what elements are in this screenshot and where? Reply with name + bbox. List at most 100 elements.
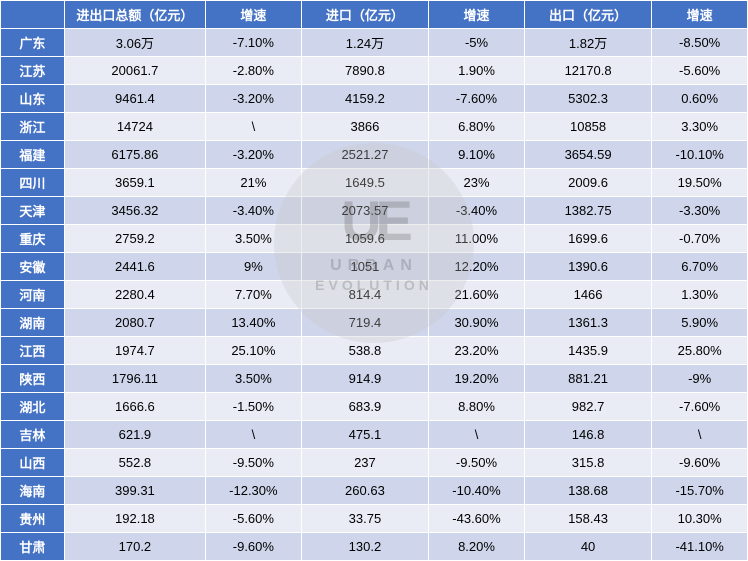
data-cell: -9.60% [206, 533, 302, 561]
data-cell: -5.60% [206, 505, 302, 533]
data-cell: 158.43 [524, 505, 652, 533]
table-row: 湖北1666.6-1.50%683.98.80%982.7-7.60% [1, 393, 748, 421]
data-cell: 21.60% [429, 281, 525, 309]
data-cell: -5% [429, 29, 525, 57]
data-cell: -3.40% [206, 197, 302, 225]
province-cell: 陕西 [1, 365, 65, 393]
data-cell: 1.30% [652, 281, 748, 309]
data-cell: 2441.6 [64, 253, 205, 281]
column-header: 增速 [429, 1, 525, 29]
province-cell: 河南 [1, 281, 65, 309]
data-cell: -9.50% [206, 449, 302, 477]
data-cell: 881.21 [524, 365, 652, 393]
province-cell: 贵州 [1, 505, 65, 533]
table-row: 山东9461.4-3.20%4159.2-7.60%5302.30.60% [1, 85, 748, 113]
data-cell: 14724 [64, 113, 205, 141]
table-body: 广东3.06万-7.10%1.24万-5%1.82万-8.50%江苏20061.… [1, 29, 748, 561]
data-cell: 8.80% [429, 393, 525, 421]
data-cell: 4159.2 [301, 85, 429, 113]
data-cell: 138.68 [524, 477, 652, 505]
data-cell: 1796.11 [64, 365, 205, 393]
data-cell: 1666.6 [64, 393, 205, 421]
data-cell: 2073.57 [301, 197, 429, 225]
data-cell: 5302.3 [524, 85, 652, 113]
province-cell: 浙江 [1, 113, 65, 141]
data-cell: -3.20% [206, 85, 302, 113]
data-cell: 1649.5 [301, 169, 429, 197]
data-cell: 2280.4 [64, 281, 205, 309]
data-cell: 552.8 [64, 449, 205, 477]
data-cell: 6.70% [652, 253, 748, 281]
data-cell: -3.40% [429, 197, 525, 225]
data-cell: 2080.7 [64, 309, 205, 337]
table-row: 江苏20061.7-2.80%7890.81.90%12170.8-5.60% [1, 57, 748, 85]
data-cell: 1435.9 [524, 337, 652, 365]
table-row: 贵州192.18-5.60%33.75-43.60%158.4310.30% [1, 505, 748, 533]
data-cell: -2.80% [206, 57, 302, 85]
province-cell: 江西 [1, 337, 65, 365]
table-row: 湖南2080.713.40%719.430.90%1361.35.90% [1, 309, 748, 337]
province-cell: 福建 [1, 141, 65, 169]
data-cell: 7.70% [206, 281, 302, 309]
data-cell: 8.20% [429, 533, 525, 561]
data-cell: -3.30% [652, 197, 748, 225]
data-cell: 3654.59 [524, 141, 652, 169]
province-cell: 广东 [1, 29, 65, 57]
data-cell: 23.20% [429, 337, 525, 365]
data-cell: 130.2 [301, 533, 429, 561]
province-cell: 湖北 [1, 393, 65, 421]
table-row: 陕西1796.113.50%914.919.20%881.21-9% [1, 365, 748, 393]
table-row: 河南2280.47.70%814.421.60%14661.30% [1, 281, 748, 309]
data-cell: 683.9 [301, 393, 429, 421]
data-cell: 20061.7 [64, 57, 205, 85]
data-cell: 6175.86 [64, 141, 205, 169]
data-cell: 192.18 [64, 505, 205, 533]
column-header: 增速 [652, 1, 748, 29]
table-row: 广东3.06万-7.10%1.24万-5%1.82万-8.50% [1, 29, 748, 57]
data-cell: 719.4 [301, 309, 429, 337]
data-cell: 1390.6 [524, 253, 652, 281]
data-cell: 40 [524, 533, 652, 561]
table-row: 吉林621.9\475.1\146.8\ [1, 421, 748, 449]
data-cell: 475.1 [301, 421, 429, 449]
data-cell: -0.70% [652, 225, 748, 253]
data-cell: 1.82万 [524, 29, 652, 57]
data-cell: -9.50% [429, 449, 525, 477]
data-cell: \ [429, 421, 525, 449]
data-cell: -3.20% [206, 141, 302, 169]
trade-table: 进出口总额（亿元）增速进口（亿元）增速出口（亿元）增速 广东3.06万-7.10… [0, 0, 748, 561]
header-row: 进出口总额（亿元）增速进口（亿元）增速出口（亿元）增速 [1, 1, 748, 29]
table-row: 福建6175.86-3.20%2521.279.10%3654.59-10.10… [1, 141, 748, 169]
data-cell: 2009.6 [524, 169, 652, 197]
table-row: 安徽2441.69%105112.20%1390.66.70% [1, 253, 748, 281]
column-header: 增速 [206, 1, 302, 29]
data-cell: 3.06万 [64, 29, 205, 57]
data-cell: 1059.6 [301, 225, 429, 253]
data-cell: 3.50% [206, 225, 302, 253]
data-cell: 1699.6 [524, 225, 652, 253]
data-cell: 0.60% [652, 85, 748, 113]
data-cell: 13.40% [206, 309, 302, 337]
data-cell: 621.9 [64, 421, 205, 449]
province-cell: 天津 [1, 197, 65, 225]
data-cell: 12.20% [429, 253, 525, 281]
data-cell: 5.90% [652, 309, 748, 337]
data-cell: -10.10% [652, 141, 748, 169]
table-row: 海南399.31-12.30%260.63-10.40%138.68-15.70… [1, 477, 748, 505]
data-cell: -9.60% [652, 449, 748, 477]
data-cell: 914.9 [301, 365, 429, 393]
table-row: 重庆2759.23.50%1059.611.00%1699.6-0.70% [1, 225, 748, 253]
data-cell: 9461.4 [64, 85, 205, 113]
data-cell: 399.31 [64, 477, 205, 505]
province-cell: 海南 [1, 477, 65, 505]
data-cell: 10.30% [652, 505, 748, 533]
data-cell: 6.80% [429, 113, 525, 141]
data-cell: 2759.2 [64, 225, 205, 253]
data-cell: 260.63 [301, 477, 429, 505]
province-cell: 四川 [1, 169, 65, 197]
data-cell: 2521.27 [301, 141, 429, 169]
data-cell: 814.4 [301, 281, 429, 309]
data-cell: 1974.7 [64, 337, 205, 365]
data-cell: 30.90% [429, 309, 525, 337]
data-cell: 538.8 [301, 337, 429, 365]
